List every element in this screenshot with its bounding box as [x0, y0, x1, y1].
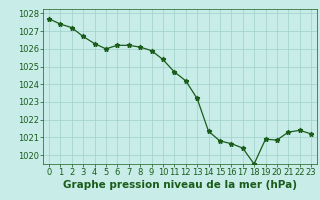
X-axis label: Graphe pression niveau de la mer (hPa): Graphe pression niveau de la mer (hPa) [63, 180, 297, 190]
